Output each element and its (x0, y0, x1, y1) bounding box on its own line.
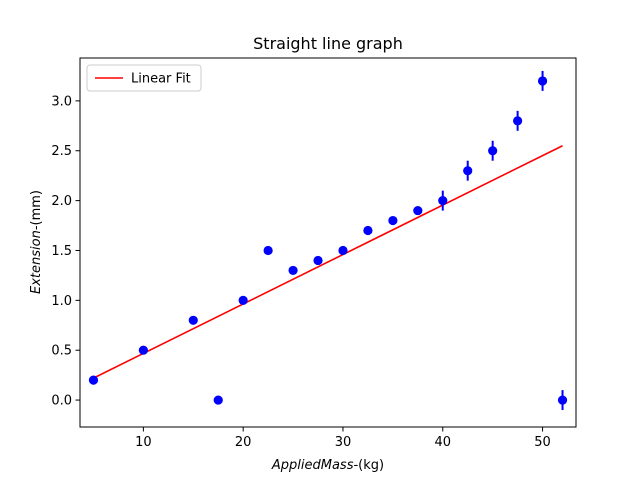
y-tick-label: 0.0 (51, 394, 72, 409)
x-tick-label: 30 (335, 435, 352, 450)
legend-box (86, 64, 202, 92)
y-tick-label: 2.0 (51, 194, 72, 209)
y-tick-label: 1.5 (51, 244, 72, 259)
data-point (363, 225, 373, 236)
plot-area (88, 70, 568, 411)
x-tick-label: 50 (534, 435, 551, 450)
y-tick-label: 3.0 (51, 94, 72, 109)
data-point (263, 245, 273, 256)
data-point (413, 205, 423, 216)
linear-fit-line (93, 145, 563, 379)
legend: Linear Fit (86, 64, 202, 92)
data-point (138, 345, 148, 355)
data-point (288, 265, 298, 276)
data-point (238, 295, 248, 305)
data-point (488, 146, 498, 156)
data-point (388, 215, 398, 226)
data-point (313, 255, 323, 266)
x-tick-label: 20 (235, 435, 252, 450)
legend-label: Linear Fit (131, 72, 191, 87)
axes-frame (79, 57, 577, 428)
y-axis-label: Extension-(mm) (29, 190, 44, 294)
y-tick-label: 0.5 (51, 344, 72, 359)
data-point (338, 245, 348, 256)
data-point (88, 375, 99, 385)
data-point (557, 395, 568, 405)
data-point (537, 76, 548, 86)
data-point (188, 315, 198, 325)
data-point (513, 116, 523, 126)
data-point (213, 395, 223, 405)
data-point (438, 196, 448, 206)
x-tick-label: 10 (135, 435, 152, 450)
data-point (463, 166, 473, 176)
x-axis-label: AppliedMass-(kg) (271, 458, 384, 473)
chart-title: Straight line graph (253, 34, 403, 53)
y-tick-label: 2.5 (51, 144, 72, 159)
x-tick-label: 40 (434, 435, 451, 450)
axis-ticks: 10 20 30 40 50 0.0 0.5 1.0 1.5 2.0 2.5 3.0 (51, 94, 551, 450)
y-tick-label: 1.0 (51, 294, 72, 309)
